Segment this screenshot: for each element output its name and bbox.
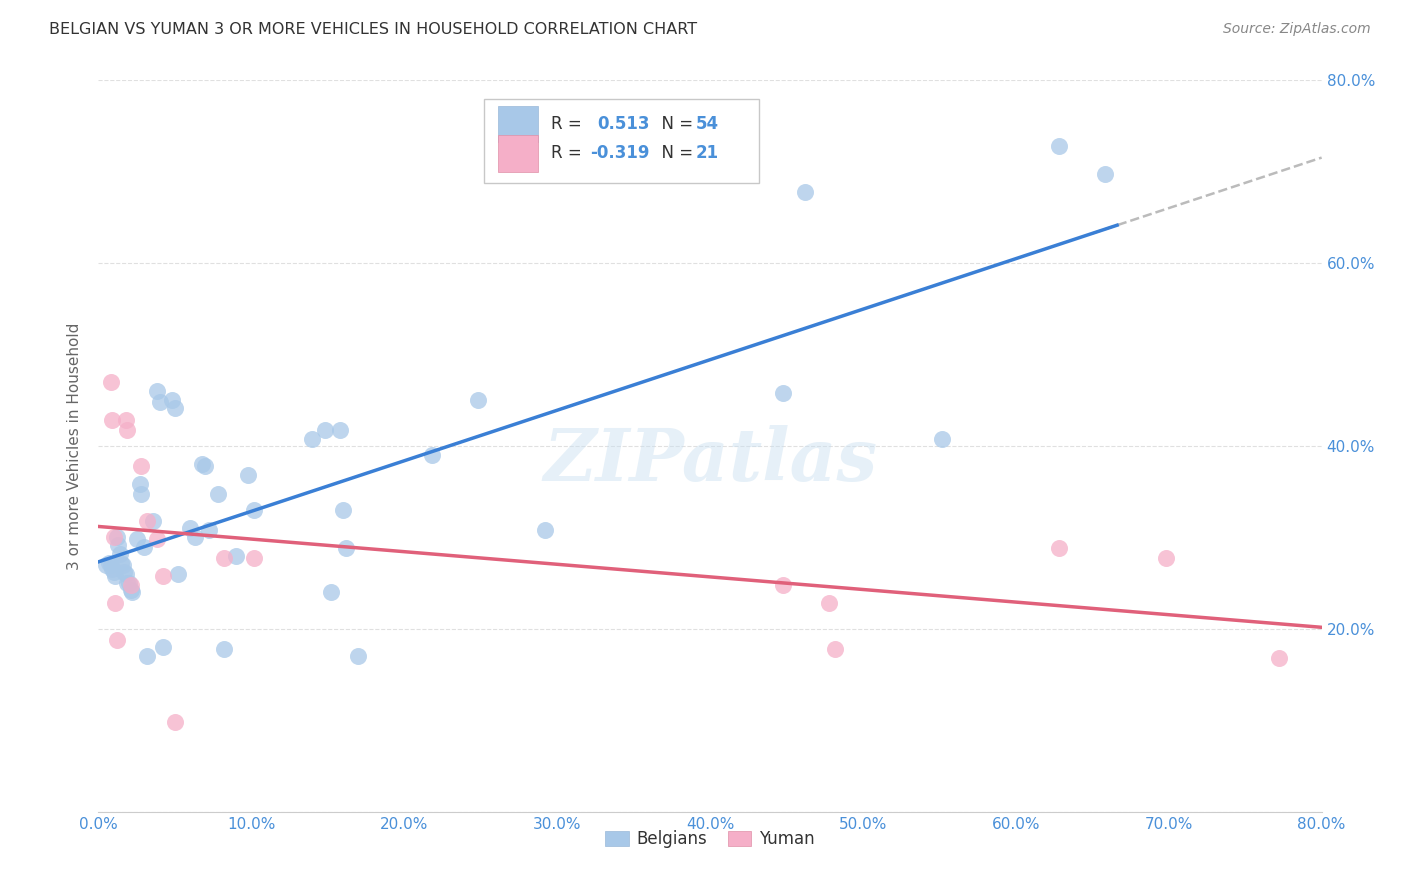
Point — [121, 585, 143, 599]
Bar — [498, 106, 537, 143]
Point — [108, 547, 131, 561]
Text: 21: 21 — [696, 145, 718, 162]
Point — [194, 459, 217, 474]
Point — [931, 432, 953, 446]
Point — [118, 576, 141, 591]
Point — [136, 649, 159, 664]
Point — [112, 565, 135, 579]
Text: N =: N = — [651, 145, 699, 162]
Point — [191, 457, 214, 471]
Point — [100, 375, 122, 389]
Legend: Belgians, Yuman: Belgians, Yuman — [599, 823, 821, 855]
Point — [818, 596, 841, 610]
Point — [184, 530, 207, 544]
Point — [314, 423, 336, 437]
Point — [332, 503, 354, 517]
Point — [1047, 541, 1070, 556]
Point — [319, 585, 342, 599]
Point — [534, 523, 557, 537]
Point — [125, 533, 148, 547]
Text: R =: R = — [551, 145, 588, 162]
Point — [163, 715, 186, 730]
Bar — [484, 99, 759, 183]
Text: ZIPatlas: ZIPatlas — [543, 425, 877, 496]
Point — [103, 530, 125, 544]
Point — [329, 423, 352, 437]
Point — [115, 413, 138, 427]
Text: Source: ZipAtlas.com: Source: ZipAtlas.com — [1223, 22, 1371, 37]
Text: N =: N = — [651, 115, 699, 133]
Point — [238, 468, 260, 483]
Text: -0.319: -0.319 — [591, 145, 650, 162]
Point — [101, 562, 124, 576]
Point — [467, 393, 489, 408]
Point — [117, 423, 139, 437]
Point — [1047, 139, 1070, 153]
Point — [101, 413, 124, 427]
Point — [212, 550, 235, 565]
Point — [152, 640, 174, 655]
Point — [115, 567, 138, 582]
Point — [142, 514, 165, 528]
Bar — [498, 136, 537, 171]
Text: R =: R = — [551, 115, 592, 133]
Point — [117, 576, 139, 591]
Point — [107, 538, 129, 552]
Point — [103, 565, 125, 579]
Y-axis label: 3 or more Vehicles in Household: 3 or more Vehicles in Household — [67, 322, 83, 570]
Point — [104, 596, 127, 610]
Point — [207, 486, 229, 500]
Point — [243, 503, 266, 517]
Point — [105, 632, 128, 647]
Point — [1268, 651, 1291, 665]
Point — [163, 401, 186, 415]
Point — [225, 549, 247, 563]
Point — [1154, 550, 1177, 565]
Text: 54: 54 — [696, 115, 718, 133]
Point — [105, 530, 128, 544]
Point — [793, 185, 815, 199]
Point — [160, 393, 183, 408]
Point — [111, 558, 134, 572]
Point — [1094, 167, 1116, 181]
Point — [120, 578, 142, 592]
Point — [98, 556, 121, 570]
Point — [145, 533, 167, 547]
Point — [149, 395, 172, 409]
Point — [128, 477, 150, 491]
Point — [335, 541, 357, 556]
Point — [420, 448, 443, 462]
Point — [243, 550, 266, 565]
Point — [212, 642, 235, 657]
Point — [772, 578, 794, 592]
Point — [179, 521, 201, 535]
Point — [129, 486, 152, 500]
Point — [134, 540, 156, 554]
Point — [145, 384, 167, 398]
Point — [301, 432, 323, 446]
Point — [104, 569, 127, 583]
Point — [152, 569, 174, 583]
Text: BELGIAN VS YUMAN 3 OR MORE VEHICLES IN HOUSEHOLD CORRELATION CHART: BELGIAN VS YUMAN 3 OR MORE VEHICLES IN H… — [49, 22, 697, 37]
Point — [120, 583, 142, 598]
Point — [129, 459, 152, 474]
Point — [347, 649, 370, 664]
Text: 0.513: 0.513 — [598, 115, 650, 133]
Point — [824, 642, 846, 657]
Point — [197, 523, 219, 537]
Point — [772, 386, 794, 401]
Point — [110, 556, 132, 570]
Point — [94, 558, 117, 572]
Point — [136, 514, 159, 528]
Point — [167, 567, 190, 582]
Point — [100, 558, 122, 572]
